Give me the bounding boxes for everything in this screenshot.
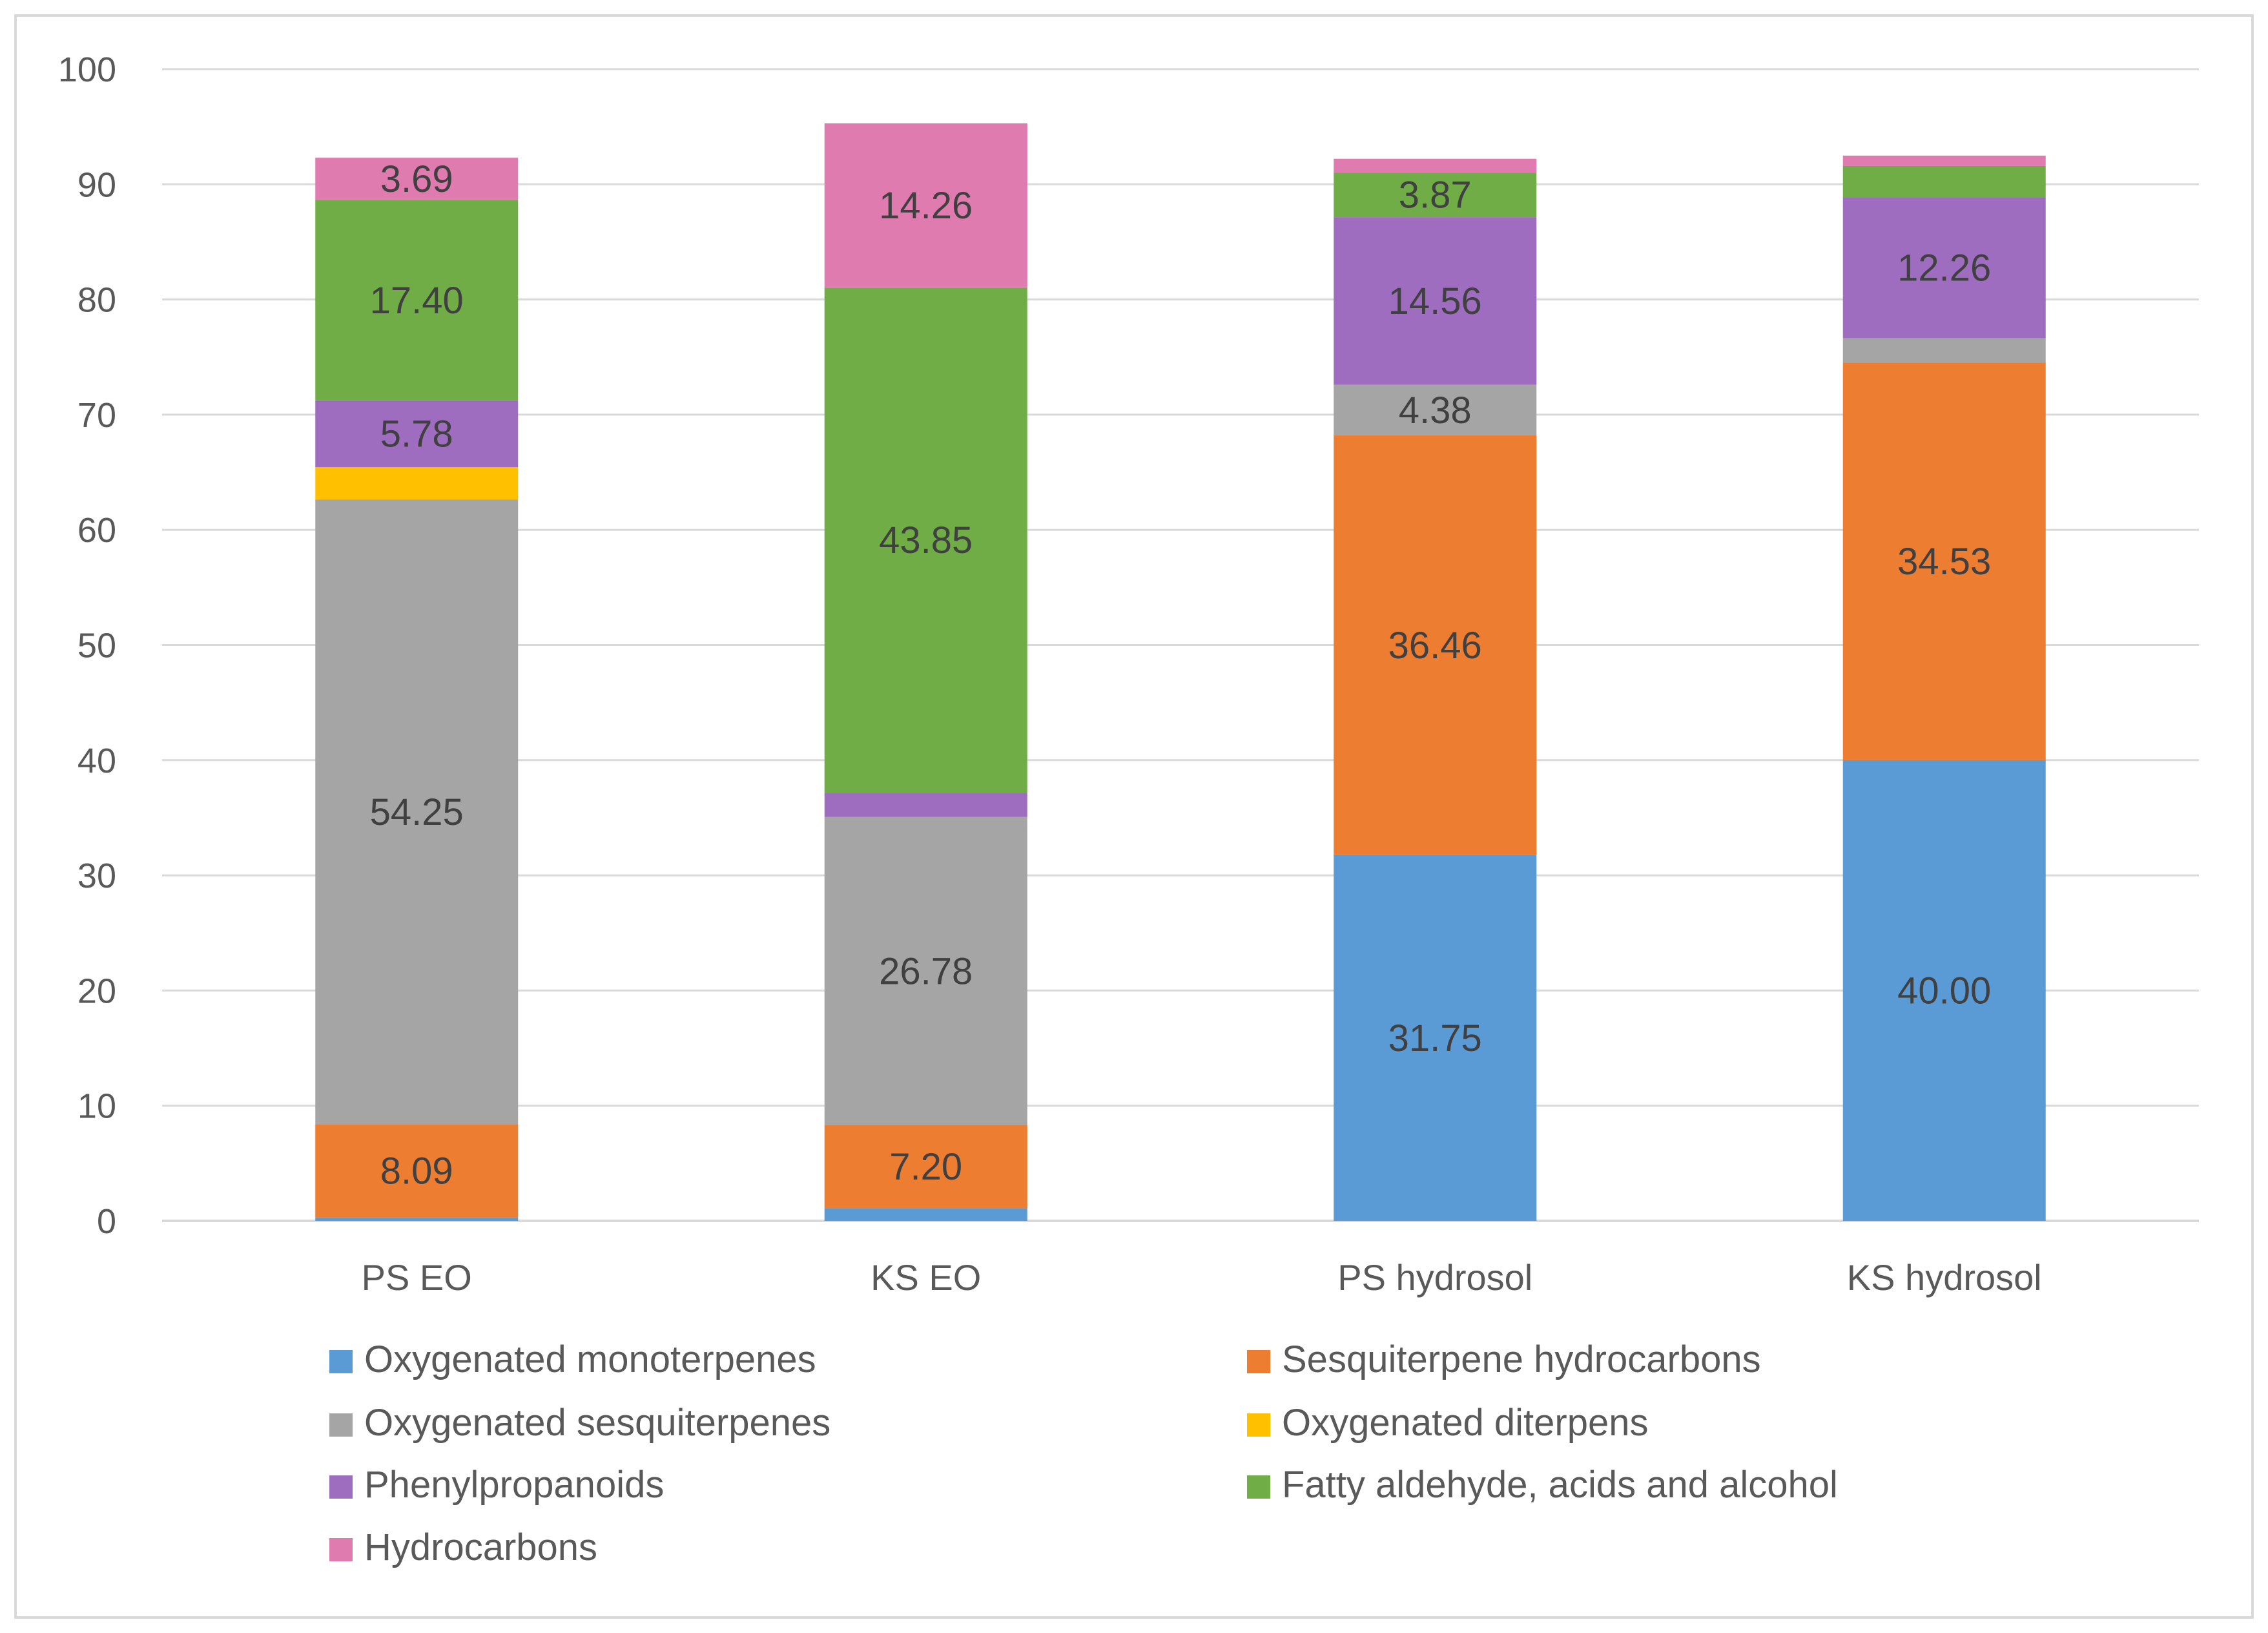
- y-axis-ticks: 0 10 20 30 40 50 60 70 80 90 100: [58, 50, 116, 1241]
- legend-swatch: [329, 1350, 353, 1373]
- bar-segment: [1334, 172, 1537, 218]
- y-tick-label: 50: [77, 627, 116, 665]
- legend-swatch: [329, 1538, 353, 1561]
- y-tick-label: 40: [77, 742, 116, 780]
- data-label: 3.87: [1399, 174, 1472, 216]
- data-labels: 8.09 54.25 5.78 17.40 3.69 7.20 26.78 43.85 14.2…: [370, 158, 1992, 1192]
- data-label: 34.53: [1897, 541, 1991, 583]
- data-label: 14.56: [1388, 280, 1482, 322]
- data-label: 40.00: [1897, 970, 1991, 1012]
- x-axis-categories: PS EO KS EO PS hydrosol KS hydrosol: [362, 1257, 2042, 1298]
- y-tick-label: 10: [77, 1087, 116, 1126]
- data-label: 17.40: [370, 280, 464, 322]
- data-label: 43.85: [879, 519, 973, 561]
- bar-segment: [1842, 155, 2046, 166]
- legend: Oxygenated monoterpenes Sesquiterpene hyd…: [329, 1338, 1838, 1568]
- x-category-label: PS hydrosol: [1337, 1257, 1532, 1298]
- data-label: 4.38: [1399, 390, 1472, 432]
- y-tick-label: 30: [77, 857, 116, 895]
- bar-segment: [1842, 338, 2046, 363]
- data-label: 5.78: [380, 413, 453, 455]
- y-tick-label: 70: [77, 396, 116, 435]
- bar-segment: [1842, 197, 2046, 338]
- bar-segment: [315, 467, 519, 500]
- bars: [315, 123, 2046, 1221]
- y-tick-label: 90: [77, 165, 116, 204]
- bar-segment: [1334, 855, 1537, 1221]
- legend-swatch: [329, 1475, 353, 1499]
- bar-segment: [1842, 362, 2046, 760]
- bar-segment: [1334, 384, 1537, 435]
- bar-segment: [1842, 760, 2046, 1221]
- x-category-label: KS hydrosol: [1847, 1257, 2042, 1298]
- x-category-label: KS EO: [871, 1257, 981, 1298]
- legend-label: Oxygenated sesquiterpenes: [364, 1402, 830, 1444]
- bar-segment: [824, 123, 1027, 288]
- data-label: 54.25: [370, 791, 464, 833]
- y-tick-label: 20: [77, 972, 116, 1010]
- bar-segment: [824, 1125, 1027, 1209]
- bar-segment: [824, 793, 1027, 817]
- data-label: 36.46: [1388, 625, 1482, 667]
- bar-segment: [315, 158, 519, 200]
- bar-segment: [1334, 217, 1537, 385]
- bar-segment: [1842, 165, 2046, 198]
- bar-segment: [824, 816, 1027, 1126]
- data-label: 8.09: [380, 1150, 453, 1192]
- legend-label: Sesquiterpene hydrocarbons: [1282, 1338, 1761, 1380]
- legend-label: Hydrocarbons: [364, 1526, 597, 1568]
- data-label: 26.78: [879, 950, 973, 992]
- legend-label: Oxygenated monoterpenes: [364, 1338, 816, 1380]
- bar-segment: [315, 200, 519, 401]
- y-tick-label: 0: [97, 1202, 116, 1241]
- bar-segment: [824, 1208, 1027, 1221]
- data-label: 31.75: [1388, 1017, 1482, 1059]
- legend-label: Oxygenated diterpens: [1282, 1402, 1648, 1444]
- y-tick-label: 100: [58, 50, 116, 89]
- legend-swatch: [1247, 1413, 1270, 1437]
- bar-segment: [315, 400, 519, 468]
- data-label: 3.69: [380, 158, 453, 200]
- legend-swatch: [1247, 1475, 1270, 1499]
- legend-swatch: [1247, 1350, 1270, 1373]
- bar-segment: [824, 287, 1027, 793]
- bar-segment: [1334, 158, 1537, 173]
- data-label: 14.26: [879, 185, 973, 227]
- bar-segment: [1334, 435, 1537, 855]
- legend-swatch: [329, 1413, 353, 1437]
- bar-segment: [315, 1124, 519, 1218]
- legend-label: Phenylpropanoids: [364, 1464, 664, 1506]
- bar-segment: [315, 1217, 519, 1221]
- data-label: 12.26: [1897, 247, 1991, 289]
- y-tick-label: 60: [77, 511, 116, 550]
- legend-label: Fatty aldehyde, acids and alcohol: [1282, 1464, 1838, 1506]
- y-tick-label: 80: [77, 281, 116, 320]
- data-label: 7.20: [889, 1146, 962, 1188]
- x-category-label: PS EO: [362, 1257, 472, 1298]
- bar-segment: [315, 499, 519, 1125]
